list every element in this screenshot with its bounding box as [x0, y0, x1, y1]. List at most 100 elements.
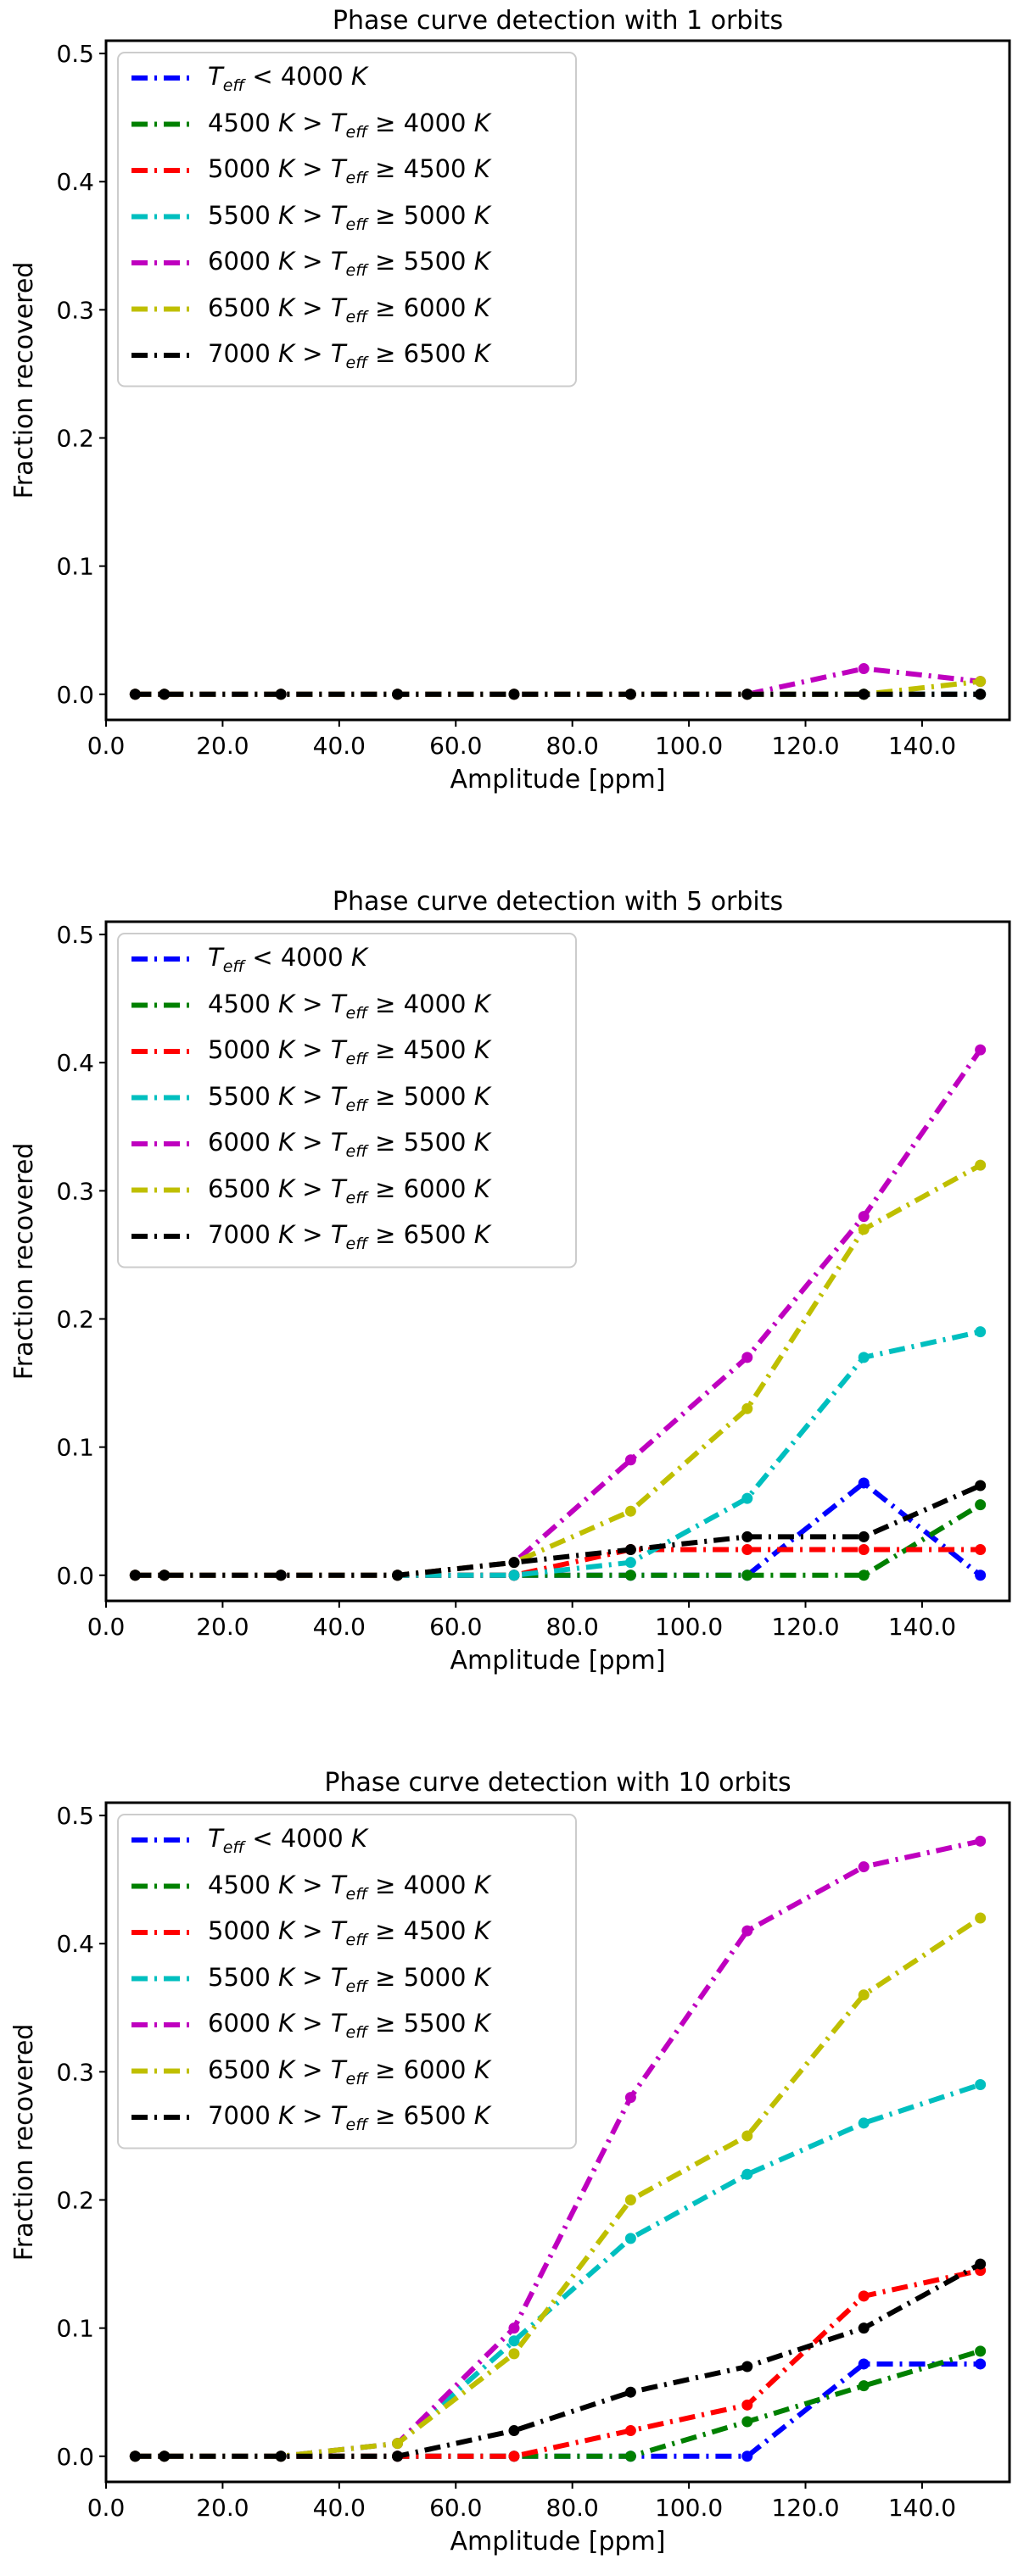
- legend-label: 4500 K > Teff ≥ 4000 K: [208, 989, 490, 1023]
- x-axis: 0.0 20.0 40.0 60.0 80.0 100.0 120.0 140.0: [87, 720, 956, 760]
- y-tick-label: 0.5: [56, 1802, 94, 1830]
- data-point: [624, 1570, 636, 1581]
- data-point: [508, 689, 520, 700]
- legend-label-box: 4500 K > Teff ≥ 4000 K: [208, 109, 490, 142]
- data-point: [624, 2425, 636, 2437]
- x-tick-label: 120.0: [771, 732, 839, 760]
- axes-frame: [104, 39, 1011, 722]
- data-point: [975, 1835, 987, 1847]
- y-axis: 0.0 0.1 0.2 0.3 0.4 0.5: [56, 40, 106, 709]
- series-line: [135, 1480, 982, 1578]
- x-tick-label: 140.0: [888, 732, 956, 760]
- data-point: [741, 2451, 753, 2462]
- legend-label: 6500 K > Teff ≥ 6000 K: [208, 2055, 490, 2088]
- legend-label: 5000 K > Teff ≥ 4500 K: [208, 1035, 490, 1068]
- data-point: [275, 2451, 287, 2462]
- legend: Teff < 4000 K 4500 K > Teff ≥ 4000 K 5000 …: [117, 1814, 577, 2149]
- legend-label-box: 4500 K > Teff ≥ 4000 K: [208, 989, 490, 1023]
- legend-box: [117, 52, 577, 388]
- y-axis: 0.0 0.1 0.2 0.3 0.4 0.5: [56, 1802, 106, 2471]
- y-axis-label: Fraction recovered: [9, 2024, 39, 2261]
- data-point: [508, 1557, 520, 1569]
- x-tick-label: 100.0: [655, 732, 723, 760]
- data-point: [508, 2335, 520, 2347]
- x-axis-label: Amplitude [ppm]: [450, 1646, 666, 1676]
- data-point: [624, 689, 636, 700]
- y-tick-label: 0.5: [56, 921, 94, 949]
- y-tick-label: 0.3: [56, 2058, 94, 2086]
- data-point: [741, 2361, 753, 2372]
- series-line: [135, 2361, 981, 2459]
- data-point: [858, 2358, 870, 2370]
- series-line: [135, 2348, 982, 2459]
- legend-label: Teff < 4000 K: [208, 62, 367, 95]
- x-tick-label: 140.0: [888, 1613, 956, 1641]
- data-point: [858, 1211, 870, 1223]
- legend-label: 5000 K > Teff ≥ 4500 K: [208, 154, 490, 187]
- chart-panel-2: Phase curve detection with 5 orbits 0.0 20…: [9, 887, 1011, 1676]
- chart-title: Phase curve detection with 1 orbits: [333, 6, 783, 36]
- legend-label: 6000 K > Teff ≥ 5500 K: [208, 2009, 490, 2042]
- x-tick-label: 120.0: [771, 1613, 839, 1641]
- legend-label-box: 5500 K > Teff ≥ 5000 K: [208, 1963, 490, 1996]
- x-tick-label: 120.0: [771, 2494, 839, 2522]
- plot-area: [129, 1835, 987, 2462]
- x-tick-label: 20.0: [196, 2494, 249, 2522]
- data-point: [508, 2451, 520, 2462]
- legend-label: 7000 K > Teff ≥ 6500 K: [208, 1220, 490, 1253]
- y-tick-label: 0.4: [56, 1049, 94, 1077]
- data-point: [624, 2386, 636, 2398]
- data-point: [975, 1326, 987, 1338]
- x-tick-label: 0.0: [87, 1613, 126, 1641]
- data-point: [624, 2194, 636, 2206]
- chart-title: Phase curve detection with 10 orbits: [324, 1768, 791, 1798]
- data-point: [858, 1989, 870, 2001]
- x-tick-label: 20.0: [196, 1613, 249, 1641]
- chart-panel-1: Phase curve detection with 1 orbits 0.0 20…: [9, 6, 1011, 795]
- legend-label: 5500 K > Teff ≥ 5000 K: [208, 1081, 490, 1115]
- legend-label-box: Teff < 4000 K: [208, 1824, 367, 1857]
- data-point: [129, 1570, 141, 1581]
- y-tick-label: 0.5: [56, 40, 94, 68]
- data-point: [624, 1505, 636, 1517]
- data-point: [975, 1912, 987, 1924]
- x-tick-label: 40.0: [313, 732, 366, 760]
- legend-label: 7000 K > Teff ≥ 6500 K: [208, 2101, 490, 2134]
- x-tick-label: 100.0: [655, 1613, 723, 1641]
- data-point: [858, 2380, 870, 2392]
- legend-label-box: 5500 K > Teff ≥ 5000 K: [208, 200, 490, 234]
- x-tick-label: 100.0: [655, 2494, 723, 2522]
- data-point: [975, 1499, 987, 1511]
- y-axis-label: Fraction recovered: [9, 262, 39, 499]
- legend-label-box: 7000 K > Teff ≥ 6500 K: [208, 339, 490, 372]
- data-point: [624, 2092, 636, 2104]
- data-point: [624, 2451, 636, 2462]
- x-tick-label: 140.0: [888, 2494, 956, 2522]
- y-tick-label: 0.2: [56, 1306, 94, 1334]
- legend-box: [117, 1814, 577, 2149]
- x-axis-label: Amplitude [ppm]: [450, 2527, 666, 2556]
- data-point: [975, 2078, 987, 2090]
- legend-label: 5500 K > Teff ≥ 5000 K: [208, 200, 490, 234]
- y-tick-label: 0.2: [56, 425, 94, 453]
- y-axis: 0.0 0.1 0.2 0.3 0.4 0.5: [56, 921, 106, 1590]
- legend-label-box: 6500 K > Teff ≥ 6000 K: [208, 293, 490, 326]
- chart-title: Phase curve detection with 5 orbits: [333, 887, 783, 917]
- data-point: [741, 2399, 753, 2411]
- data-point: [159, 689, 171, 700]
- legend-label: 7000 K > Teff ≥ 6500 K: [208, 339, 490, 372]
- legend-label-box: 5000 K > Teff ≥ 4500 K: [208, 1916, 490, 1949]
- legend-label: 6500 K > Teff ≥ 6000 K: [208, 1174, 490, 1207]
- data-point: [624, 2233, 636, 2244]
- data-point: [975, 689, 987, 700]
- series-line: [135, 666, 981, 697]
- data-point: [624, 1454, 636, 1466]
- data-point: [975, 1480, 987, 1492]
- data-point: [741, 1352, 753, 1363]
- series-line: [135, 1483, 982, 1578]
- y-tick-label: 0.0: [56, 1562, 94, 1590]
- legend-label-box: 6000 K > Teff ≥ 5500 K: [208, 1128, 490, 1161]
- legend-label: Teff < 4000 K: [208, 943, 367, 976]
- legend: Teff < 4000 K 4500 K > Teff ≥ 4000 K 5000 …: [117, 933, 577, 1268]
